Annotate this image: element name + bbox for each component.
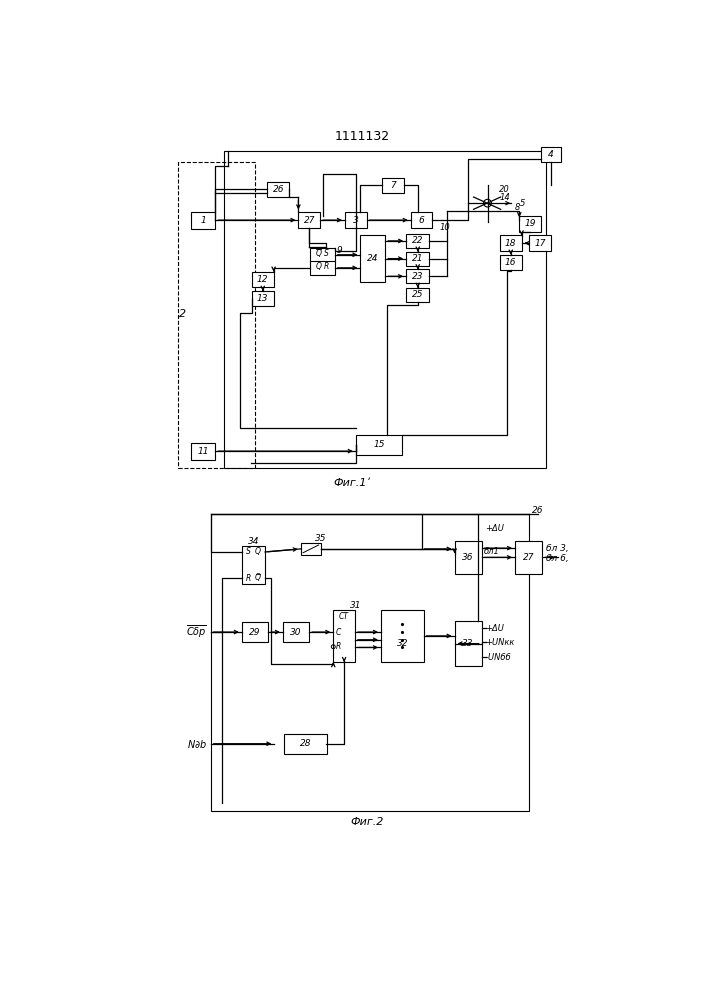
Bar: [500, 255, 522, 270]
Text: 33: 33: [462, 639, 474, 648]
Text: бл 6,: бл 6,: [546, 554, 568, 563]
Text: 29: 29: [250, 628, 261, 637]
Bar: [361, 235, 385, 282]
Text: Q: Q: [315, 262, 322, 271]
Text: R: R: [246, 574, 252, 583]
Bar: [224, 151, 546, 468]
Text: $N\partial b$: $N\partial b$: [187, 738, 207, 750]
Text: R: R: [324, 262, 329, 271]
Text: Q: Q: [255, 573, 261, 582]
Text: 27: 27: [303, 216, 315, 225]
Text: 1: 1: [200, 216, 206, 225]
Text: 10: 10: [440, 223, 450, 232]
Text: 23: 23: [412, 272, 423, 281]
Text: 19: 19: [525, 219, 536, 228]
Text: бл1: бл1: [484, 547, 500, 556]
Text: 28: 28: [300, 739, 311, 748]
Bar: [191, 443, 216, 460]
Text: 18: 18: [505, 239, 517, 248]
Bar: [406, 288, 429, 302]
Text: 26: 26: [532, 506, 544, 515]
Bar: [500, 235, 522, 251]
Text: Q: Q: [255, 547, 261, 556]
Text: 22: 22: [412, 236, 423, 245]
Bar: [242, 622, 268, 642]
Bar: [406, 269, 429, 283]
Text: 5: 5: [520, 199, 525, 208]
Text: 30: 30: [291, 628, 302, 637]
Text: CT: CT: [339, 612, 349, 621]
Bar: [284, 734, 327, 754]
Text: 8: 8: [515, 203, 520, 212]
Bar: [515, 541, 542, 574]
Text: 31: 31: [351, 601, 362, 610]
Bar: [242, 546, 265, 584]
Text: 25: 25: [412, 290, 423, 299]
Text: 13: 13: [257, 294, 269, 303]
Text: +ΔU: +ΔU: [486, 524, 504, 533]
Bar: [252, 272, 274, 287]
Text: Фиг.2: Фиг.2: [351, 817, 384, 827]
Text: 6: 6: [419, 216, 424, 225]
Bar: [411, 212, 433, 228]
Bar: [382, 178, 404, 193]
Text: 32: 32: [397, 639, 408, 648]
Text: S: S: [324, 249, 329, 258]
Bar: [455, 621, 481, 666]
Bar: [381, 610, 423, 662]
Bar: [267, 182, 289, 197]
Text: 26: 26: [272, 185, 284, 194]
Bar: [406, 234, 429, 248]
Bar: [283, 622, 309, 642]
Text: +ΔU: +ΔU: [486, 624, 504, 633]
Text: 16: 16: [505, 258, 517, 267]
Text: 15: 15: [373, 440, 385, 449]
Text: R: R: [335, 642, 341, 651]
Text: 2: 2: [180, 309, 187, 319]
Bar: [345, 212, 367, 228]
Text: Q: Q: [315, 249, 322, 258]
Bar: [333, 610, 355, 662]
Bar: [300, 543, 321, 555]
Bar: [252, 291, 274, 306]
Bar: [310, 261, 335, 275]
Text: C: C: [335, 628, 341, 637]
Bar: [211, 514, 529, 811]
Text: 7: 7: [390, 181, 396, 190]
Text: 27: 27: [522, 553, 534, 562]
Text: бл 3,: бл 3,: [546, 544, 568, 553]
Bar: [298, 212, 320, 228]
Bar: [455, 541, 481, 574]
Text: 24: 24: [367, 254, 378, 263]
Text: 1111132: 1111132: [335, 130, 390, 143]
Text: $\overline{C\delta p}$: $\overline{C\delta p}$: [186, 624, 207, 640]
Bar: [356, 435, 402, 455]
Bar: [310, 248, 335, 262]
Text: 36: 36: [462, 553, 474, 562]
Text: 34: 34: [247, 537, 259, 546]
Text: 12: 12: [257, 275, 269, 284]
Text: 9: 9: [337, 246, 342, 255]
Text: Фиг.1ʹ: Фиг.1ʹ: [334, 478, 370, 488]
Text: 20: 20: [499, 185, 510, 194]
Bar: [191, 212, 216, 229]
Bar: [541, 147, 561, 162]
Text: S: S: [246, 547, 251, 556]
Bar: [177, 162, 255, 468]
Text: 11: 11: [197, 447, 209, 456]
Text: 35: 35: [315, 534, 326, 543]
Text: 21: 21: [412, 254, 423, 263]
Bar: [406, 252, 429, 266]
Text: 14: 14: [500, 192, 510, 202]
Text: 4: 4: [548, 150, 554, 159]
Bar: [530, 235, 551, 251]
Text: -UNбб: -UNбб: [486, 653, 511, 662]
Bar: [519, 216, 541, 232]
Text: 3: 3: [353, 216, 358, 225]
Text: +UNкк: +UNкк: [486, 638, 515, 647]
Text: 17: 17: [534, 239, 546, 248]
